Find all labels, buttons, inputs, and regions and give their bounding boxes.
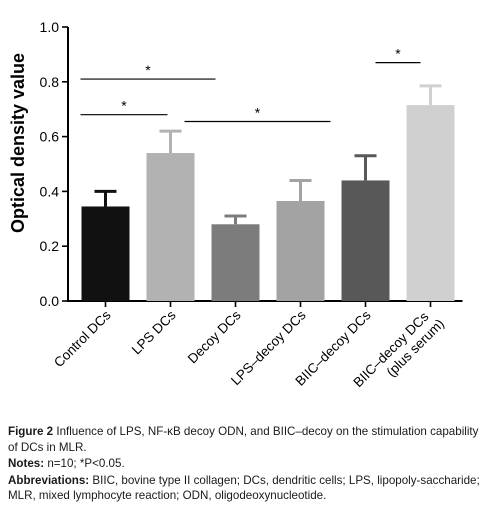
y-axis-label: Optical density value bbox=[8, 53, 28, 233]
caption-abbreviations: Abbreviations: BIIC, bovine type II coll… bbox=[8, 473, 490, 504]
error-bars bbox=[94, 84, 442, 225]
y-tick-label: 0.4 bbox=[40, 183, 60, 199]
x-tick-label: Decoy DCs bbox=[185, 307, 244, 366]
bar bbox=[341, 180, 390, 301]
y-tick-label: 0.0 bbox=[40, 293, 60, 309]
bars bbox=[81, 105, 455, 301]
abbreviations-text: BIIC, bovine type II collagen; DCs, dend… bbox=[8, 473, 480, 503]
significance-markers: * * * * bbox=[80, 46, 421, 123]
figure-label: Figure 2 bbox=[8, 425, 54, 438]
abbreviations-label: Abbreviations: bbox=[8, 473, 90, 487]
significance-star: * bbox=[121, 98, 127, 114]
notes-text: n=10; *P<0.05. bbox=[47, 457, 125, 471]
bar bbox=[81, 206, 130, 301]
y-tick-label: 1.0 bbox=[40, 19, 60, 35]
significance-star: * bbox=[395, 46, 401, 62]
significance-star: * bbox=[255, 105, 261, 121]
caption-notes: Notes: n=10; *P<0.05. bbox=[8, 456, 490, 472]
y-tick-label: 0.8 bbox=[40, 74, 60, 90]
y-ticks: 0.0 0.2 0.4 0.6 0.8 1.0 bbox=[40, 19, 68, 309]
bar bbox=[276, 200, 325, 301]
significance-star: * bbox=[145, 62, 151, 78]
y-tick-label: 0.6 bbox=[40, 129, 60, 145]
x-tick-label: LPS DCs bbox=[129, 307, 179, 357]
figure-text: Influence of LPS, NF-κB decoy ODN, and B… bbox=[8, 425, 479, 454]
x-tick-label: Control DCs bbox=[51, 307, 114, 370]
bar bbox=[406, 105, 455, 301]
notes-label: Notes: bbox=[8, 457, 45, 471]
bar-chart: Optical density value 0.0 0.2 0.4 0.6 0.8 1.0… bbox=[8, 19, 463, 390]
bar bbox=[211, 224, 260, 301]
y-tick-label: 0.2 bbox=[40, 238, 60, 254]
caption-figure: Figure 2 Influence of LPS, NF-κB decoy O… bbox=[8, 424, 490, 455]
figure-caption: Figure 2 Influence of LPS, NF-κB decoy O… bbox=[8, 424, 490, 505]
axes bbox=[67, 27, 463, 307]
bar bbox=[146, 153, 195, 301]
